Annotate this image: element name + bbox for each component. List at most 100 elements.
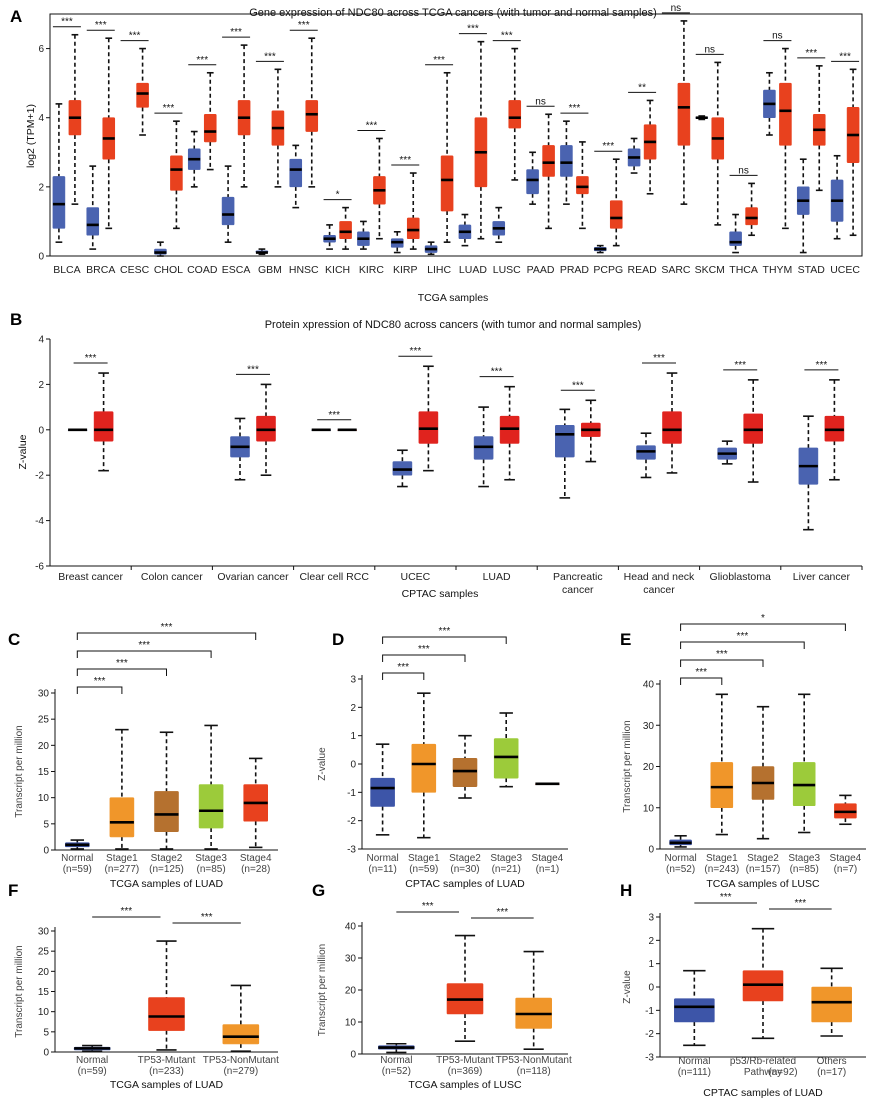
- box-g-Normal: [378, 1042, 415, 1054]
- sample-count-Stage2: (n=157): [746, 864, 781, 875]
- y-tick-label: 20: [38, 967, 50, 978]
- y-tick-label: 10: [345, 1018, 357, 1029]
- box-tumor-THCA: [745, 182, 758, 237]
- box-normal-PAAD: [526, 151, 539, 205]
- sample-count-Stage1: (n=243): [704, 864, 739, 875]
- x-tick-label-p53-Rb-related-Pathway: Pathway: [744, 1067, 782, 1078]
- panel-label-e: E: [620, 630, 631, 649]
- sample-count-Stage4: (n=7): [834, 864, 858, 875]
- box-f-TP53-NonMutant: [222, 984, 260, 1052]
- sig-label: ***: [418, 644, 430, 655]
- box-iqr: [452, 758, 478, 787]
- box-tumor-ESCA: [237, 44, 251, 188]
- box-tumor-SARC: [677, 20, 691, 205]
- y-axis-d: -3 -2 -1 0 1 2 3: [347, 675, 363, 856]
- y-axis-c: 0 5 10 15 20 25 30: [38, 689, 56, 857]
- box-h-Normal: [674, 969, 715, 1047]
- y-tick-label: 2: [38, 182, 44, 193]
- x-tick-label-Ovarian-cancer: Ovarian cancer: [217, 571, 289, 583]
- box-tumor-LUAD: [499, 385, 520, 481]
- y-tick-label: 0: [648, 845, 654, 856]
- sig-bracket: [382, 654, 466, 662]
- sig-label-GBM: ***: [264, 51, 276, 62]
- box-iqr: [406, 217, 420, 240]
- box-iqr: [662, 411, 682, 444]
- box-tumor-CHOL: [170, 120, 183, 230]
- box-c-Stage4: [243, 757, 268, 849]
- panel-label-b: B: [10, 310, 22, 329]
- box-iqr: [221, 196, 235, 226]
- box-tumor-BLCA: [68, 33, 82, 205]
- y-tick-label: 10: [643, 803, 655, 814]
- plot-frame-a: [49, 13, 863, 257]
- x-tick-label-Glioblastoma: Glioblastoma: [710, 571, 771, 583]
- sig-label-KIRP: ***: [399, 155, 411, 166]
- sig-bracket: [680, 623, 846, 631]
- y-axis-e: 0 10 20 30 40: [643, 680, 661, 856]
- y-tick-label: 1: [350, 731, 356, 742]
- y-tick-label: 20: [38, 741, 50, 752]
- box-tumor-COAD: [203, 71, 217, 171]
- sample-count-TP53-NonMutant: (n=118): [517, 1066, 551, 1077]
- sig-label-COAD: ***: [196, 55, 208, 66]
- sig-label: ***: [94, 676, 106, 687]
- y-tick-label: 2: [350, 703, 356, 714]
- sig-label-ESCA: ***: [230, 27, 242, 38]
- sig-label-Breast cancer: ***: [85, 353, 97, 364]
- sample-count-Normal: (n=111): [678, 1067, 711, 1078]
- y-tick-label: 0: [38, 252, 44, 263]
- box-iqr: [136, 82, 149, 108]
- x-tick-label-SKCM: SKCM: [695, 264, 725, 276]
- y-axis-label-a: log2 (TPM+1): [25, 104, 37, 168]
- sig-label-PCPG: ***: [602, 141, 614, 152]
- y-tick-label: 25: [38, 947, 50, 958]
- y-tick-label: 0: [648, 983, 654, 994]
- box-tumor-UCEC: [846, 68, 860, 237]
- x-tick-label-COAD: COAD: [187, 264, 218, 276]
- x-tick-label-Normal: Normal: [366, 853, 398, 864]
- box-iqr: [203, 113, 217, 143]
- box-tumor-SKCM: [711, 61, 725, 226]
- boxes-e: [669, 693, 857, 848]
- sig-label: ***: [716, 649, 728, 660]
- box-iqr: [526, 169, 539, 195]
- y-tick-label: 0: [43, 1048, 49, 1059]
- box-iqr: [440, 155, 454, 212]
- box-h-Others: [811, 967, 852, 1037]
- x-tick-label-HNSC: HNSC: [289, 264, 319, 276]
- sig-bracket: [382, 672, 425, 680]
- x-tick-label-Normal: Normal: [61, 853, 93, 864]
- y-tick-label: 0: [43, 846, 49, 857]
- box-iqr: [811, 986, 852, 1023]
- box-g-TP53-NonMutant: [515, 950, 552, 1050]
- box-normal-PRAD: [560, 120, 573, 205]
- x-tick-label-KIRP: KIRP: [393, 264, 418, 276]
- box-tumor-GBM: [271, 68, 285, 188]
- box-tumor-Pancreatic cancer: [580, 399, 601, 463]
- sig-bracket: [76, 668, 167, 676]
- sig-label: ***: [397, 662, 409, 673]
- panel-label-a: A: [10, 7, 22, 26]
- y-axis-h: -3 -2 -1 0 1 2 3: [645, 913, 661, 1064]
- box-normal-BRCA: [86, 165, 100, 250]
- boxes-a: [52, 12, 860, 257]
- box-d-Stage3: [493, 712, 519, 788]
- sig-label: *: [761, 613, 765, 624]
- y-axis-label-d: Z-value: [317, 747, 328, 781]
- box-iqr: [86, 207, 100, 236]
- box-iqr: [305, 100, 319, 132]
- x-axis-label-d: CPTAC samples of LUAD: [405, 878, 525, 890]
- sig-label-SARC: ns: [671, 3, 682, 14]
- sig-bracket: [76, 632, 257, 640]
- y-axis-label-g: Transcript per million: [317, 944, 328, 1036]
- sig-label-LUSC: ***: [501, 31, 513, 42]
- box-iqr: [493, 738, 519, 779]
- x-tick-label-READ: READ: [627, 264, 657, 276]
- sig-label-KICH: *: [336, 190, 340, 201]
- sig-brackets-d: [382, 636, 507, 680]
- sig-label-BRCA: ***: [95, 20, 107, 31]
- box-f-TP53-Mutant: [148, 940, 185, 1051]
- box-normal-GBM: [255, 248, 269, 256]
- x-tick-label-Stage4: Stage4: [532, 853, 564, 864]
- box-e-Stage1: [710, 693, 734, 836]
